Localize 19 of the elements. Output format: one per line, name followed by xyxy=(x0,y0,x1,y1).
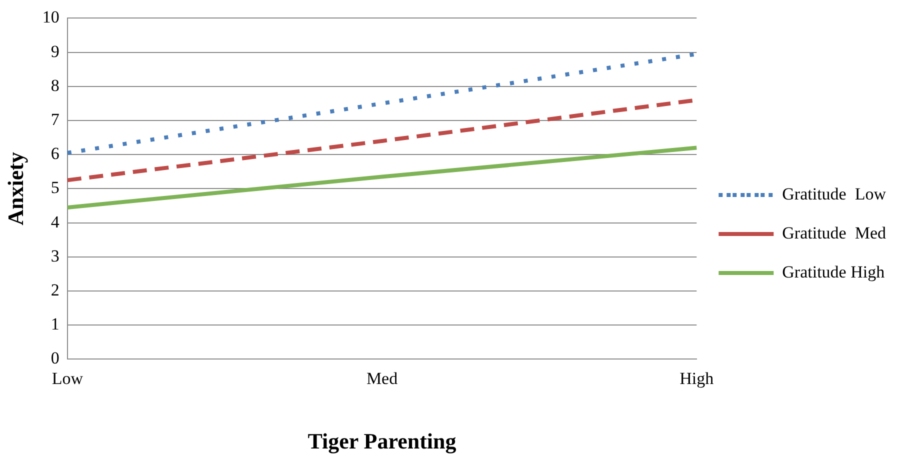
y-tick-label: 3 xyxy=(50,246,60,266)
y-tick-label: 1 xyxy=(50,314,60,334)
x-tick-label: High xyxy=(680,368,714,388)
y-tick-label: 7 xyxy=(50,110,60,129)
y-tick-label: 0 xyxy=(50,348,60,368)
y-tick-label: 4 xyxy=(50,212,60,232)
y-tick-label: 9 xyxy=(50,42,60,61)
y-tick-label: 6 xyxy=(50,144,60,164)
y-tick-label: 2 xyxy=(50,280,60,300)
x-axis-title: Tiger Parenting xyxy=(308,428,456,454)
x-tick-label: Med xyxy=(366,368,398,388)
y-tick-label: 5 xyxy=(50,178,60,198)
legend-label: Gratitude High xyxy=(782,262,886,282)
x-tick-label: Low xyxy=(52,368,84,388)
y-tick-label: 10 xyxy=(42,8,60,27)
y-axis-title: Anxiety xyxy=(2,152,28,226)
legend-label: Gratitude Low xyxy=(782,184,887,204)
y-tick-label: 8 xyxy=(50,76,60,95)
legend-label: Gratitude Med xyxy=(782,223,886,242)
